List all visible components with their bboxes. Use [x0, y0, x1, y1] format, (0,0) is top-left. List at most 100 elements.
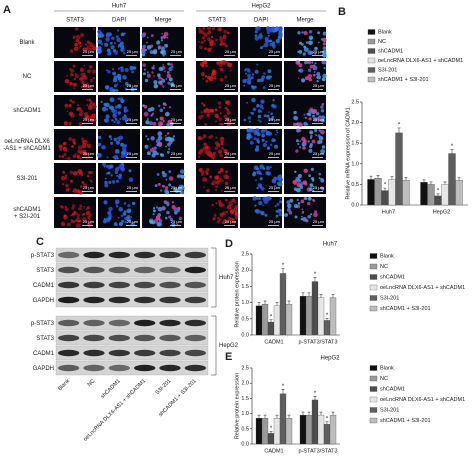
cell — [164, 103, 167, 107]
blot-band — [184, 364, 206, 372]
blot-band — [159, 319, 181, 327]
cell — [222, 220, 226, 225]
cell — [218, 203, 224, 208]
cell — [166, 36, 169, 39]
legend-swatch — [369, 274, 378, 280]
cell — [112, 113, 117, 118]
cell — [231, 198, 236, 203]
cell — [142, 72, 146, 76]
cell — [212, 217, 216, 221]
error-bar — [287, 300, 291, 305]
micrograph: 25 μm — [142, 163, 185, 195]
cell — [257, 119, 260, 122]
column-label: Merge — [154, 18, 172, 24]
cell — [122, 145, 125, 147]
micrograph: 25 μm — [54, 95, 97, 127]
legend-swatch — [369, 375, 378, 382]
cell — [163, 31, 169, 37]
cell — [226, 117, 230, 121]
cell — [61, 183, 65, 186]
cell — [70, 68, 75, 73]
cell — [260, 211, 265, 216]
cell — [120, 214, 124, 218]
cell — [142, 63, 146, 67]
cell — [248, 120, 251, 123]
micrograph: 25 μm — [196, 26, 238, 58]
blot-band — [184, 296, 206, 304]
y-tick-label: 2.5 — [241, 251, 249, 257]
cell — [159, 108, 164, 113]
cell — [270, 112, 274, 115]
bar — [455, 180, 463, 206]
bar — [311, 281, 319, 336]
cell — [150, 106, 155, 112]
cell — [320, 105, 324, 109]
cell — [206, 113, 210, 117]
cell — [219, 168, 224, 173]
blot-band — [184, 334, 206, 342]
cell — [316, 112, 320, 116]
cell — [79, 68, 84, 72]
cell — [206, 189, 210, 193]
row-label: S3I-201 — [16, 176, 38, 182]
cell — [146, 41, 148, 44]
cell — [298, 122, 303, 127]
cell — [299, 140, 302, 143]
row-label: NC — [23, 74, 32, 80]
cell — [200, 111, 203, 113]
cell — [307, 215, 312, 219]
cell — [299, 185, 303, 189]
cell — [203, 186, 205, 188]
legend-label: oeLncRNA DLX6-AS1 + shCADM1 — [380, 397, 465, 403]
cell — [255, 179, 257, 182]
bar — [299, 295, 307, 336]
lane-label: NC — [87, 378, 97, 388]
blot-bracket — [211, 247, 217, 308]
cell — [146, 36, 149, 39]
legend-swatch — [369, 263, 378, 270]
cell — [113, 84, 118, 88]
cell — [224, 198, 228, 202]
cell — [165, 134, 167, 137]
cell — [204, 123, 208, 126]
cell — [257, 114, 262, 119]
cell — [197, 136, 202, 141]
cell — [211, 180, 217, 185]
cell — [219, 153, 223, 158]
cell — [320, 130, 325, 135]
cell — [256, 197, 259, 200]
scale-bar-label: 25 μm — [127, 83, 139, 88]
bar — [323, 320, 331, 336]
cell — [146, 118, 149, 120]
cell — [160, 46, 165, 51]
blot-strip — [55, 292, 209, 308]
scale-bar-label: 25 μm — [225, 83, 237, 88]
cell — [266, 30, 271, 35]
protein-label: CADM1 — [33, 283, 55, 289]
cell — [297, 61, 301, 64]
cell — [141, 48, 146, 53]
legend-swatch — [367, 67, 376, 73]
micrograph-bg — [98, 129, 140, 160]
cell — [88, 225, 91, 228]
cell — [214, 146, 218, 150]
cell — [115, 179, 120, 183]
cell — [110, 174, 113, 177]
cell — [222, 204, 225, 207]
cell — [256, 105, 259, 108]
cell — [165, 78, 168, 80]
legend-label: NC — [380, 264, 388, 270]
cell — [303, 113, 306, 116]
blot-band — [159, 251, 181, 259]
cell — [262, 143, 267, 148]
cell — [120, 47, 125, 52]
cell — [206, 108, 211, 114]
cell — [167, 132, 170, 135]
legend-label: shCADM1 + S3I-201 — [380, 306, 431, 312]
panel-letter: D — [225, 238, 233, 250]
cell — [249, 140, 254, 145]
error-bar — [257, 302, 261, 306]
cell — [92, 104, 97, 109]
cell — [217, 101, 221, 105]
cell — [298, 63, 303, 68]
